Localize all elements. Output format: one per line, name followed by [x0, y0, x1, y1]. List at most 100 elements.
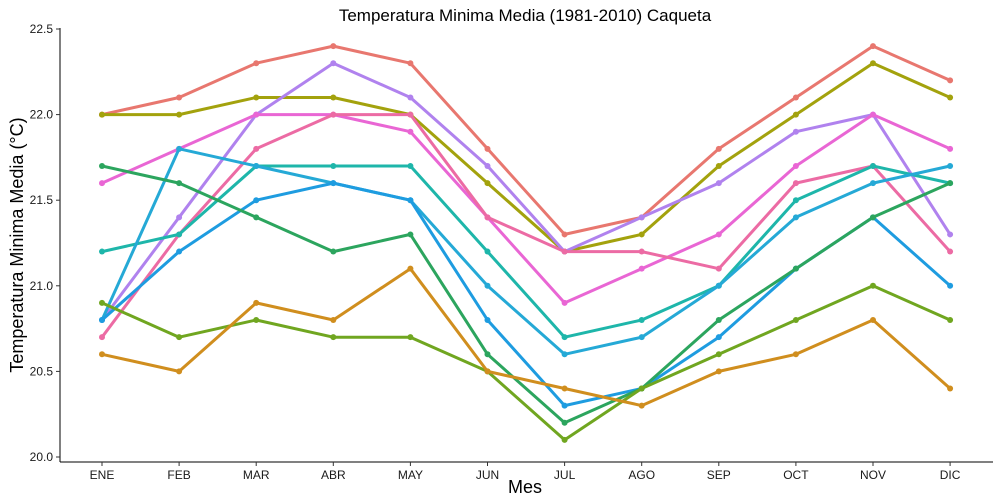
data-point: [407, 334, 414, 341]
data-point: [176, 334, 183, 341]
data-point: [561, 299, 568, 306]
data-point: [947, 385, 954, 392]
y-tick-label: 21.0: [30, 279, 54, 293]
data-point: [870, 43, 876, 50]
data-point: [561, 436, 568, 443]
data-point: [330, 162, 337, 169]
data-point: [253, 94, 260, 101]
series-line: [100, 284, 952, 442]
x-tick-label: JUN: [476, 468, 499, 482]
data-point: [330, 248, 337, 255]
data-point: [638, 334, 645, 341]
data-point: [253, 317, 260, 324]
data-point: [870, 214, 876, 221]
data-point: [99, 351, 105, 358]
data-point: [947, 162, 954, 169]
data-point: [176, 248, 183, 255]
data-point: [715, 231, 722, 238]
data-point: [638, 402, 645, 409]
data-point: [330, 111, 337, 118]
series-line: [100, 164, 952, 425]
series-line: [100, 267, 952, 408]
data-point: [407, 231, 414, 238]
data-point: [715, 145, 722, 152]
series-line: [100, 61, 952, 254]
data-point: [638, 265, 645, 272]
data-point: [330, 43, 337, 50]
x-tick-label: MAY: [398, 468, 423, 482]
data-point: [870, 111, 876, 118]
x-tick-label: ENE: [90, 468, 115, 482]
x-axis-title: Mes: [508, 477, 542, 497]
data-point: [330, 180, 337, 187]
data-point: [253, 111, 260, 118]
data-point: [484, 214, 491, 221]
data-point: [870, 162, 876, 169]
data-point: [176, 94, 183, 101]
data-point: [792, 111, 799, 118]
data-point: [947, 94, 954, 101]
data-point: [715, 180, 722, 187]
data-point: [253, 60, 260, 67]
chart-title: Temperatura Minima Media (1981-2010) Caq…: [339, 6, 712, 25]
y-axis-title: Temperatura Minima Media (°C): [7, 117, 27, 372]
x-tick-label: MAR: [243, 468, 270, 482]
data-point: [870, 60, 876, 67]
x-tick-label: AGO: [628, 468, 655, 482]
data-point: [561, 351, 568, 358]
data-point: [792, 265, 799, 272]
data-point: [715, 351, 722, 358]
data-point: [99, 111, 105, 118]
data-point: [484, 162, 491, 169]
x-tick-label: ABR: [321, 468, 346, 482]
x-tick-label: SEP: [707, 468, 731, 482]
y-tick-label: 22.5: [30, 22, 54, 36]
data-point: [407, 128, 414, 135]
data-point: [870, 180, 876, 187]
data-point: [870, 317, 876, 324]
series: [99, 265, 954, 409]
data-point: [715, 282, 722, 289]
data-point: [947, 145, 954, 152]
data-point: [638, 248, 645, 255]
data-point: [715, 334, 722, 341]
series: [99, 145, 954, 358]
data-point: [715, 317, 722, 324]
series-line: [100, 113, 952, 305]
data-point: [792, 162, 799, 169]
y-tick-label: 21.5: [30, 193, 54, 207]
data-point: [792, 128, 799, 135]
data-point: [561, 402, 568, 409]
data-point: [792, 94, 799, 101]
data-point: [947, 317, 954, 324]
data-point: [176, 111, 183, 118]
x-tick-label: DIC: [940, 468, 961, 482]
data-point: [484, 368, 491, 375]
data-point: [99, 180, 105, 187]
series-line: [100, 164, 952, 339]
data-point: [947, 180, 954, 187]
data-point: [484, 317, 491, 324]
data-point: [792, 317, 799, 324]
y-tick-label: 20.0: [30, 450, 54, 464]
data-point: [561, 231, 568, 238]
data-point: [176, 214, 183, 221]
data-point: [407, 162, 414, 169]
x-tick-label: FEB: [167, 468, 190, 482]
data-point: [253, 299, 260, 306]
x-tick-label: NOV: [860, 468, 886, 482]
data-point: [792, 180, 799, 187]
data-point: [253, 214, 260, 221]
data-point: [715, 265, 722, 272]
x-tick-label: JUL: [554, 468, 576, 482]
data-point: [561, 334, 568, 341]
data-point: [561, 419, 568, 426]
data-point: [715, 162, 722, 169]
data-point: [792, 214, 799, 221]
data-point: [176, 180, 183, 187]
data-point: [947, 282, 954, 289]
series: [99, 282, 954, 443]
series-line: [100, 147, 952, 356]
data-point: [484, 351, 491, 358]
data-point: [330, 94, 337, 101]
